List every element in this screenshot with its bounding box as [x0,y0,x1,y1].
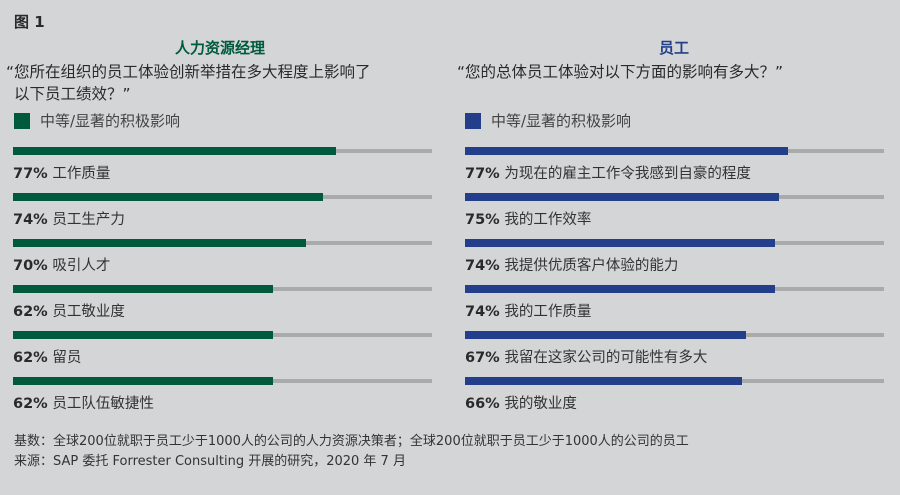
bar-label: 77% 为现在的雇主工作令我感到自豪的程度 [465,162,751,183]
bar-label: 62% 留员 [13,346,81,367]
value-label: 74% [465,304,500,320]
footer-base: 基数：全球200位就职于员工少于1000人的公司的人力资源决策者；全球200位就… [14,434,689,449]
value-label: 66% [465,396,500,412]
question: “您所在组织的员工体验创新举措在多大程度上影响了 以下员工绩效？” [6,61,371,105]
bar-label: 70% 吸引人才 [13,254,110,275]
bar-label: 66% 我的敬业度 [465,392,577,413]
value-label: 70% [13,258,48,274]
category-label: 工作质量 [52,166,111,182]
value-label: 77% [465,166,500,182]
category-label: 吸引人才 [52,258,111,274]
value-label: 62% [13,350,48,366]
bar-label: 74% 我的工作质量 [465,300,591,321]
legend-label: 中等/显著的积极影响 [491,112,632,130]
category-label: 为现在的雇主工作令我感到自豪的程度 [504,166,751,182]
bar [13,285,273,293]
bar [465,239,776,247]
bar-track [465,147,884,155]
bar-label: 77% 工作质量 [13,162,110,183]
category-label: 我的工作质量 [504,304,592,320]
bar [13,239,307,247]
bar [13,377,273,385]
figure-label: 图 1 [14,13,45,31]
bar-track [13,193,432,201]
value-label: 74% [465,258,500,274]
bar-track [13,147,432,155]
category-label: 留员 [52,350,82,366]
question-line: “您的总体员工体验对以下方面的影响有多大？” [457,63,784,81]
category-label: 我留在这家公司的可能性有多大 [504,350,708,366]
legend: 中等/显著的积极影响 [465,110,631,131]
bar-label: 62% 员工队伍敏捷性 [13,392,154,413]
category-label: 我提供优质客户体验的能力 [504,258,679,274]
bar [465,285,776,293]
bar [465,147,788,155]
bar-track [465,193,884,201]
legend-label: 中等/显著的积极影响 [40,112,181,130]
bar [13,193,324,201]
bar-track [13,239,432,247]
category-label: 员工敬业度 [52,304,125,320]
value-label: 75% [465,212,500,228]
legend-swatch [14,112,30,129]
value-label: 74% [13,212,48,228]
panel-title: 员工 [659,39,690,57]
footer-source: 来源：SAP 委托 Forrester Consulting 开展的研究，202… [14,454,406,469]
value-label: 62% [13,396,48,412]
bar [465,377,742,385]
bar-track [465,285,884,293]
category-label: 员工队伍敏捷性 [52,396,154,412]
category-label: 我的工作效率 [504,212,592,228]
bar [465,331,746,339]
bar-label: 62% 员工敬业度 [13,300,125,321]
bar [13,147,336,155]
bar-label: 75% 我的工作效率 [465,208,591,229]
bar-track [13,285,432,293]
legend: 中等/显著的积极影响 [14,110,180,131]
bar-track [465,239,884,247]
value-label: 77% [13,166,48,182]
bar-track [13,377,432,385]
bar [13,331,273,339]
question-line: 以下员工绩效？” [14,85,131,103]
question: “您的总体员工体验对以下方面的影响有多大？” [457,61,783,83]
question-line: “您所在组织的员工体验创新举措在多大程度上影响了 [6,63,371,81]
bar-label: 74% 我提供优质客户体验的能力 [465,254,678,275]
value-label: 62% [13,304,48,320]
legend-swatch [465,112,481,129]
bar-label: 74% 员工生产力 [13,208,125,229]
value-label: 67% [465,350,500,366]
bar [465,193,780,201]
panel-title: 人力资源经理 [175,39,266,57]
category-label: 员工生产力 [52,212,125,228]
bar-track [465,377,884,385]
bar-track [465,331,884,339]
bar-track [13,331,432,339]
bar-label: 67% 我留在这家公司的可能性有多大 [465,346,707,367]
category-label: 我的敬业度 [504,396,577,412]
